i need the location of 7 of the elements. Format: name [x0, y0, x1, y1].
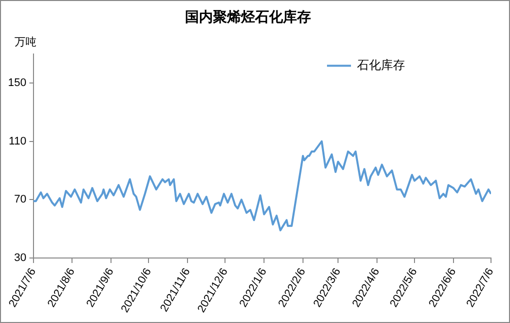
chart-title: 国内聚烯烃石化库存 [185, 8, 311, 24]
y-tick-label: 110 [8, 135, 26, 148]
y-axis-title: 万吨 [14, 35, 36, 48]
y-tick-label: 150 [8, 77, 26, 90]
legend-label: 石化库存 [357, 58, 405, 72]
y-tick-label: 70 [14, 194, 26, 206]
y-tick-label: 30 [14, 252, 26, 264]
